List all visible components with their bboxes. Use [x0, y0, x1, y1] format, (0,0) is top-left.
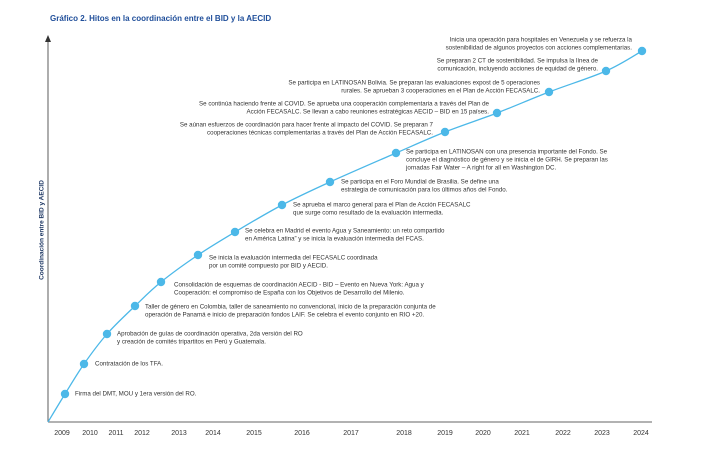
milestone-text: rurales. Se aprueban 3 cooperaciones en … [341, 88, 540, 95]
milestone-text: cooperaciones técnicas complementarias a… [207, 130, 433, 137]
milestone-text: estrategia de comunicación para los últi… [341, 187, 508, 194]
milestone-dot [391, 148, 401, 158]
x-tick-label: 2018 [396, 430, 412, 437]
milestone-dot [277, 200, 287, 210]
y-axis-label: Coordinación entre BID y AECID [39, 180, 46, 280]
milestone-dot [230, 227, 240, 237]
x-tick-label: 2024 [633, 430, 649, 437]
milestone-text: Inicia una operación para hospitales en … [450, 37, 633, 44]
x-tick-label: 2009 [54, 430, 70, 437]
x-tick-label: 2011 [108, 430, 123, 437]
x-tick-label: 2012 [134, 430, 150, 437]
milestone-text: Se participa en LATINOSAN Bolivia. Se pr… [288, 80, 540, 87]
milestone-dot [156, 277, 166, 287]
milestone-text: sostenibilidad de algunos proyectos con … [446, 45, 633, 52]
milestone-text: Consolidación de esquemas de coordinació… [174, 282, 425, 289]
milestone-text: y creación de comités tripartitos en Per… [117, 339, 266, 346]
milestone-text: Firma del DMT, MOU y 1era versión del RO… [75, 391, 197, 398]
milestone-text: Se celebra en Madrid el evento Agua y Sa… [245, 228, 445, 235]
milestone-text: comunicación, incluyendo acciones de equ… [437, 66, 598, 73]
x-tick-label: 2021 [514, 430, 530, 437]
milestone-text: Taller de género en Colombia, taller de … [145, 304, 436, 311]
milestone-text: Contratación de los TFA. [95, 361, 163, 368]
y-axis-arrow [45, 35, 51, 42]
milestone-text: Se participa en LATINOSAN con una presen… [406, 149, 608, 156]
milestone-text: Acción FECASALC. Se llevan a cabo reunio… [247, 109, 490, 116]
milestone-text: concluye el diagnóstico de género y se i… [406, 157, 608, 164]
milestone-text: Se participa en el Foro Mundial de Brasi… [341, 179, 499, 186]
milestone-text: Aprobación de guías de coordinación oper… [117, 331, 303, 338]
x-tick-label: 2019 [437, 430, 453, 437]
x-tick-label: 2013 [171, 430, 187, 437]
milestone-dot [130, 301, 140, 311]
x-tick-label: 2017 [343, 430, 359, 437]
milestone-dot [102, 329, 112, 339]
milestone-dot [440, 127, 450, 137]
milestone-text: Se inicia la evaluación intermedia del F… [209, 255, 378, 262]
chart-title: Gráfico 2. Hitos en la coordinación entr… [50, 14, 271, 23]
milestone-dot [492, 108, 502, 118]
x-tick-label: 2014 [205, 430, 221, 437]
x-tick-label: 2015 [246, 430, 262, 437]
milestone-text: operación de Panamá e inicio de preparac… [145, 312, 424, 319]
milestone-dot [325, 177, 335, 187]
milestone-text: Se continúa haciendo frente al COVID. Se… [199, 101, 490, 108]
milestone-text: por un comité compuesto por BID y AECID. [209, 263, 328, 270]
milestone-dot [544, 87, 554, 97]
x-tick-label: 2010 [82, 430, 98, 437]
milestone-text: que surge como resultado de la evaluació… [293, 210, 444, 217]
milestone-dot [60, 389, 70, 399]
milestone-dot [79, 359, 89, 369]
x-tick-label: 2020 [475, 430, 491, 437]
milestone-text: en América Latina” y se inicia la evalua… [245, 236, 424, 243]
milestone-text: jornadas Fair Water – A right for all en… [405, 165, 556, 172]
milestone-text: Se aúnan esfuerzos de coordinación para … [180, 122, 434, 129]
milestone-text: Se aprueba el marco general para el Plan… [293, 202, 471, 209]
milestone-dot [193, 250, 203, 260]
x-tick-label: 2016 [294, 430, 310, 437]
milestone-dot [637, 46, 647, 56]
milestone-dot [601, 66, 611, 76]
curve [47, 50, 643, 423]
x-tick-label: 2023 [594, 430, 610, 437]
milestone-text: Se preparan 2 CT de sostenibilidad. Se i… [437, 58, 599, 65]
milestone-text: Cooperación: el compromiso de España con… [174, 290, 405, 297]
x-tick-label: 2022 [555, 430, 571, 437]
